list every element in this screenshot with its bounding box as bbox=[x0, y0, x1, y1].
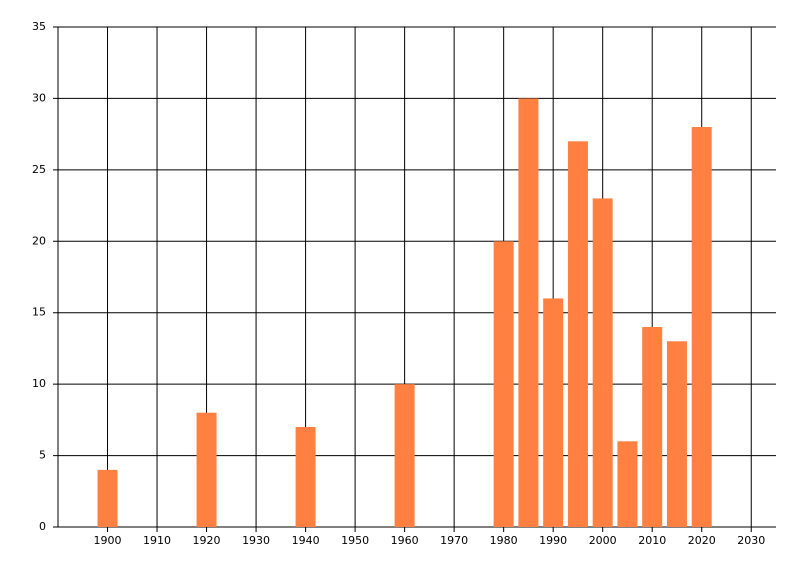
bar bbox=[295, 427, 316, 527]
x-tick-label: 1940 bbox=[292, 534, 320, 547]
x-tick-label: 1900 bbox=[94, 534, 122, 547]
y-tick-label: 20 bbox=[32, 234, 46, 247]
x-tick-label: 1950 bbox=[341, 534, 369, 547]
bar bbox=[567, 141, 588, 528]
bar bbox=[691, 127, 712, 527]
y-tick-label: 10 bbox=[32, 377, 46, 390]
y-tick-label: 5 bbox=[39, 449, 46, 462]
y-tick-label: 25 bbox=[32, 163, 46, 176]
y-tick-label: 0 bbox=[39, 520, 46, 533]
bar bbox=[666, 341, 687, 527]
bar bbox=[97, 469, 118, 527]
bar bbox=[642, 327, 663, 527]
y-tick-label: 15 bbox=[32, 306, 46, 319]
x-tick-label: 2030 bbox=[737, 534, 765, 547]
bar bbox=[493, 241, 514, 528]
x-tick-label: 1930 bbox=[242, 534, 270, 547]
bar bbox=[592, 198, 613, 527]
bar bbox=[394, 384, 415, 527]
bar bbox=[543, 298, 564, 527]
x-tick-label: 1990 bbox=[539, 534, 567, 547]
x-tick-label: 2020 bbox=[688, 534, 716, 547]
x-tick-label: 1980 bbox=[490, 534, 518, 547]
bar bbox=[196, 412, 217, 527]
bar bbox=[617, 441, 638, 527]
x-tick-label: 2010 bbox=[638, 534, 666, 547]
x-tick-label: 1910 bbox=[143, 534, 171, 547]
x-tick-label: 1960 bbox=[391, 534, 419, 547]
x-tick-label: 1970 bbox=[440, 534, 468, 547]
x-tick-label: 1920 bbox=[193, 534, 221, 547]
y-tick-label: 30 bbox=[32, 91, 46, 104]
y-tick-label: 35 bbox=[32, 20, 46, 33]
bar bbox=[518, 98, 539, 527]
x-tick-label: 2000 bbox=[589, 534, 617, 547]
